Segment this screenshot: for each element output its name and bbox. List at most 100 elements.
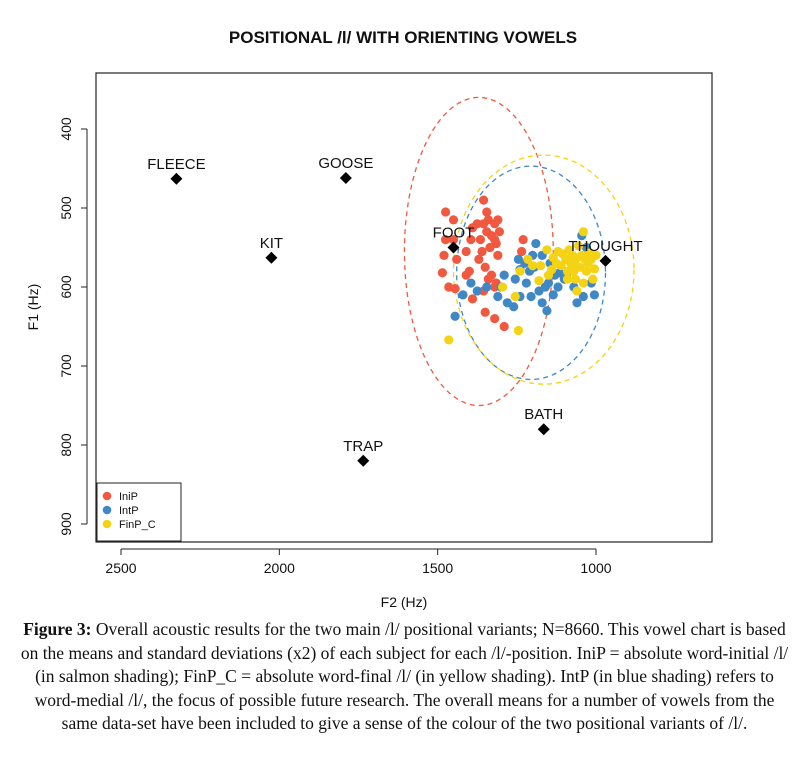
point-inip: [493, 215, 503, 225]
point-intp: [509, 302, 519, 312]
y-tick-label: 400: [58, 117, 74, 141]
y-axis-title: F1 (Hz): [25, 284, 41, 331]
point-intp: [482, 282, 492, 292]
vowel-marker-bath: [537, 423, 550, 436]
legend-swatch-inip: [102, 491, 112, 501]
point-intp: [553, 282, 563, 292]
point-finp-c: [542, 245, 552, 255]
point-finp-c: [444, 335, 454, 345]
ellipse-finp-c: [452, 154, 635, 385]
point-intp: [526, 291, 536, 302]
point-inip: [485, 242, 495, 253]
point-intp: [537, 298, 547, 308]
point-inip: [478, 195, 489, 205]
point-finp-c: [528, 261, 538, 271]
legend: IniP IntP FinP_C: [96, 482, 182, 542]
point-finp-c: [556, 261, 566, 271]
point-inip: [480, 307, 490, 317]
vowel-marker-foot: [447, 241, 460, 254]
point-inip: [518, 235, 528, 245]
legend-label-inip: IniP: [119, 491, 138, 503]
y-tick-label: 600: [58, 275, 74, 299]
y-axis: 400 500 600 700 800 900: [58, 117, 88, 536]
plot-frame: [95, 72, 713, 543]
point-finp-c: [589, 264, 600, 274]
point-intp: [531, 238, 541, 249]
point-inip: [483, 274, 493, 284]
point-inip: [472, 219, 482, 229]
point-inip: [448, 235, 459, 245]
point-finp-c: [515, 266, 525, 276]
point-intp: [521, 278, 531, 288]
caption-label: Figure 3:: [23, 619, 92, 639]
point-intp: [542, 306, 552, 316]
vowel-label-goose: GOOSE: [318, 155, 373, 172]
point-intp: [578, 291, 588, 302]
point-finp-c: [497, 282, 508, 292]
point-finp-c: [510, 291, 520, 302]
y-tick-label: 900: [58, 512, 74, 536]
point-finp-c: [591, 250, 601, 260]
point-intp: [543, 278, 554, 288]
vowel-label-trap: TRAP: [343, 438, 383, 455]
point-finp-c: [588, 274, 598, 284]
point-finp-c: [535, 261, 546, 271]
vowel-label-fleece: FLEECE: [147, 156, 205, 173]
point-inip: [474, 254, 484, 264]
point-inip: [440, 235, 451, 245]
point-finp-c: [553, 246, 563, 257]
vowel-label-foot: FOOT: [433, 225, 475, 242]
ellipse-inip: [403, 96, 554, 407]
x-tick-label: 1000: [580, 560, 611, 576]
point-finp-c: [572, 286, 582, 296]
x-axis-title: F2 (Hz): [381, 594, 428, 610]
point-inip: [437, 268, 448, 278]
points-layer: [437, 195, 601, 345]
point-intp: [572, 298, 582, 308]
ellipse-intp: [456, 165, 607, 381]
chart-title: POSITIONAL /l/ WITH ORIENTING VOWELS: [229, 28, 577, 47]
legend-label-intp: IntP: [119, 505, 139, 517]
x-tick-label: 2500: [105, 560, 136, 576]
point-inip: [440, 207, 451, 217]
vowel-marker-goose: [339, 171, 352, 184]
vowel-marker-fleece: [170, 172, 183, 185]
point-inip: [516, 246, 527, 257]
point-inip: [493, 250, 503, 260]
point-inip: [490, 314, 500, 324]
point-inip: [467, 294, 478, 304]
point-finp-c: [513, 325, 524, 336]
point-inip: [477, 246, 487, 257]
x-axis: 2500 2000 1500 1000: [105, 548, 612, 576]
point-inip: [480, 262, 490, 272]
vowel-marker-thought: [599, 254, 612, 267]
point-intp: [554, 268, 565, 278]
vowel-chart: POSITIONAL /l/ WITH ORIENTING VOWELS FLE…: [25, 28, 713, 610]
point-inip: [499, 321, 509, 332]
legend-swatch-finp-c: [102, 519, 112, 529]
point-finp-c: [562, 266, 573, 276]
point-intp: [472, 286, 482, 296]
point-intp: [589, 290, 600, 300]
point-finp-c: [523, 254, 533, 264]
y-tick-label: 700: [58, 354, 74, 378]
point-finp-c: [581, 266, 592, 276]
vowel-label-kit: KIT: [260, 235, 283, 252]
caption-text: Overall acoustic results for the two mai…: [20, 619, 789, 733]
point-finp-c: [547, 265, 557, 275]
point-finp-c: [573, 241, 584, 251]
point-intp: [510, 274, 520, 284]
legend-box: [96, 482, 182, 542]
point-inip: [452, 254, 462, 264]
vowel-marker-kit: [265, 251, 278, 264]
x-tick-label: 1500: [422, 560, 453, 576]
point-inip: [439, 250, 449, 260]
point-inip: [444, 282, 454, 292]
x-tick-label: 2000: [264, 560, 295, 576]
legend-swatch-intp: [102, 505, 112, 515]
point-finp-c: [534, 276, 544, 286]
vowels-layer: FLEECE GOOSE KIT FOOT THOUGHT BATH TRAP: [147, 155, 643, 467]
point-inip: [461, 246, 471, 257]
y-tick-label: 500: [58, 196, 74, 220]
point-finp-c: [562, 274, 573, 284]
